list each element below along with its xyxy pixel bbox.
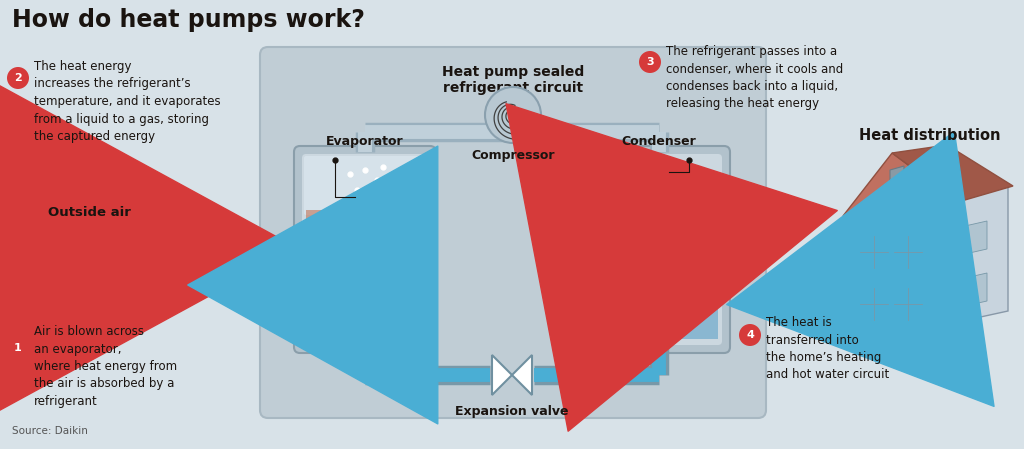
- Polygon shape: [892, 145, 1013, 202]
- Text: Evaporator: Evaporator: [327, 135, 403, 148]
- Text: Heat distribution: Heat distribution: [859, 128, 1000, 143]
- Text: The heat is
transferred into
the home’s heating
and hot water circuit: The heat is transferred into the home’s …: [766, 316, 889, 382]
- Circle shape: [7, 337, 29, 359]
- Circle shape: [739, 324, 761, 346]
- Polygon shape: [953, 186, 1008, 323]
- FancyBboxPatch shape: [306, 210, 424, 282]
- Text: Air is blown across
an evaporator,
where heat energy from
the air is absorbed by: Air is blown across an evaporator, where…: [34, 325, 177, 408]
- Text: 3: 3: [646, 57, 653, 67]
- Polygon shape: [512, 355, 532, 395]
- FancyBboxPatch shape: [304, 156, 426, 215]
- Polygon shape: [193, 243, 203, 253]
- Text: Condenser: Condenser: [622, 135, 696, 148]
- Text: 2: 2: [14, 73, 22, 83]
- FancyBboxPatch shape: [596, 154, 722, 345]
- Text: Compressor: Compressor: [471, 149, 555, 162]
- FancyBboxPatch shape: [588, 146, 730, 353]
- Text: Outside air: Outside air: [48, 206, 131, 219]
- Polygon shape: [965, 221, 987, 254]
- Circle shape: [485, 87, 541, 143]
- FancyBboxPatch shape: [294, 146, 436, 353]
- Text: Source: Daikin: Source: Daikin: [12, 426, 88, 436]
- Polygon shape: [965, 273, 987, 306]
- Polygon shape: [492, 355, 512, 395]
- Text: The refrigerant passes into a
condenser, where it cools and
condenses back into : The refrigerant passes into a condenser,…: [666, 45, 843, 110]
- Polygon shape: [165, 244, 174, 252]
- FancyBboxPatch shape: [860, 236, 888, 268]
- Text: 1: 1: [14, 343, 22, 353]
- FancyBboxPatch shape: [600, 267, 718, 339]
- Polygon shape: [843, 153, 958, 216]
- Text: The heat energy
increases the refrigerant’s
temperature, and it evaporates
from : The heat energy increases the refrigeran…: [34, 60, 220, 143]
- FancyBboxPatch shape: [600, 182, 718, 267]
- Text: How do heat pumps work?: How do heat pumps work?: [12, 8, 365, 32]
- Polygon shape: [848, 200, 953, 323]
- FancyBboxPatch shape: [894, 288, 922, 320]
- Polygon shape: [220, 242, 233, 254]
- FancyBboxPatch shape: [260, 47, 766, 418]
- Circle shape: [7, 67, 29, 89]
- FancyBboxPatch shape: [302, 154, 428, 345]
- FancyBboxPatch shape: [306, 280, 424, 340]
- Text: Heat pump sealed
refrigerant circuit: Heat pump sealed refrigerant circuit: [442, 65, 584, 95]
- Text: 4: 4: [746, 330, 754, 340]
- FancyBboxPatch shape: [860, 288, 888, 320]
- Circle shape: [639, 51, 662, 73]
- Polygon shape: [890, 166, 904, 208]
- FancyBboxPatch shape: [894, 236, 922, 268]
- Text: Expansion valve: Expansion valve: [456, 405, 568, 418]
